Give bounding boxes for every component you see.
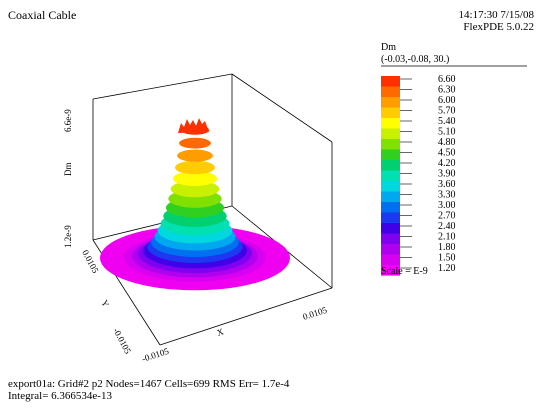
x-axis-line — [159, 287, 333, 346]
z-tick-high: 6.6e-9 — [63, 109, 73, 132]
version-label: FlexPDE 5.0.22 — [463, 21, 534, 33]
plot-box — [92, 73, 333, 346]
y-axis-label: Y — [99, 298, 111, 309]
legend-variable: Dm — [381, 42, 396, 53]
legend-level-label: 2.70 — [438, 211, 456, 222]
legend-swatch — [381, 233, 400, 245]
legend-level-label: 5.70 — [438, 106, 456, 117]
legend-point: (-0.03,-0.08, 30.) — [381, 54, 449, 65]
legend-level-label: 1.50 — [438, 253, 456, 264]
timestamp-block: 14:17:30 7/15/08 FlexPDE 5.0.22 — [459, 9, 534, 33]
legend-swatch — [381, 212, 400, 224]
plot-title: Coaxial Cable — [8, 8, 77, 22]
surface-rings — [100, 118, 290, 291]
surface-ring — [172, 171, 218, 187]
y-tick-high: 0.0105 — [80, 248, 101, 275]
y-tick-low: -0.0105 — [111, 326, 133, 356]
footer: export01a: Grid#2 p2 Nodes=1467 Cells=69… — [8, 378, 289, 402]
legend-swatch — [381, 254, 400, 266]
legend-swatch — [381, 128, 400, 140]
legend-swatch — [381, 107, 400, 119]
z-tick-low: 1.2e-9 — [63, 225, 73, 248]
legend-level-label: 3.00 — [438, 200, 456, 211]
legend-swatch — [381, 97, 400, 108]
legend-swatch — [381, 191, 400, 203]
footer-stats: export01a: Grid#2 p2 Nodes=1467 Cells=69… — [8, 378, 290, 390]
legend-level-label: 1.80 — [438, 242, 456, 253]
surface-peak — [178, 118, 209, 133]
footer-integral: Integral= 6.366534e-13 — [8, 390, 112, 402]
surface-ring — [175, 160, 215, 175]
legend-swatch — [381, 160, 400, 171]
legend-level-label: 2.10 — [438, 232, 456, 243]
x-tick-high: 0.0105 — [302, 305, 329, 322]
surface-ring — [179, 137, 211, 149]
box-top-left-edge — [92, 73, 233, 100]
legend-swatch — [381, 244, 400, 255]
legend-swatch — [381, 118, 400, 129]
legend-level-label: 5.10 — [438, 127, 456, 138]
legend-level-label: 3.60 — [438, 179, 456, 190]
surface-ring — [170, 180, 220, 198]
legend-scale: Scale = E-9 — [381, 266, 428, 277]
box-top-right-edge — [231, 73, 333, 143]
legend-level-label: 4.50 — [438, 148, 456, 159]
z-axis-label: Dm — [63, 163, 73, 177]
legend-level-label: 2.40 — [438, 221, 456, 232]
legend-swatch — [381, 149, 400, 161]
legend-level-label: 4.20 — [438, 158, 456, 169]
legend-level-label: 4.80 — [438, 137, 456, 148]
legend-level-label: 6.60 — [438, 74, 456, 85]
legend-level-label: 3.90 — [438, 169, 456, 180]
legend-level-label: 6.00 — [438, 95, 456, 106]
legend-level-label: 5.40 — [438, 116, 456, 127]
surface-ring — [177, 149, 213, 162]
legend-swatch — [381, 202, 400, 213]
legend-swatch — [381, 139, 400, 150]
legend-swatch — [381, 86, 400, 98]
legend-swatch — [381, 265, 400, 276]
legend-swatch — [381, 181, 400, 192]
legend-swatch — [381, 76, 400, 87]
legend-level-label: 1.20 — [438, 263, 456, 274]
legend-level-label: 6.30 — [438, 85, 456, 96]
x-axis-label: X — [216, 326, 226, 338]
legend-level-label: 3.30 — [438, 190, 456, 201]
x-tick-low: -0.0105 — [141, 346, 171, 364]
timestamp: 14:17:30 7/15/08 — [458, 9, 534, 21]
legend-swatch — [381, 170, 400, 182]
color-legend: 6.606.306.005.705.405.104.804.504.203.90… — [381, 74, 456, 276]
legend-swatch — [381, 223, 400, 234]
